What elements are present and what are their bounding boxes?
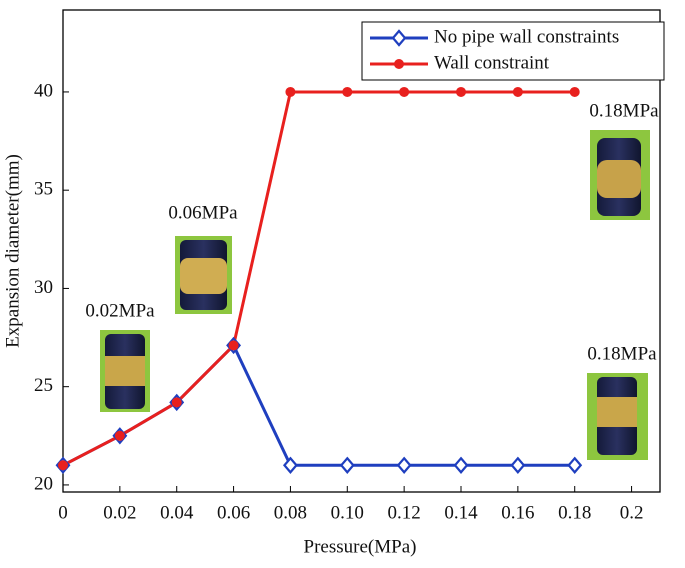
marker bbox=[282, 456, 298, 474]
marker bbox=[285, 86, 296, 97]
annotation: 0.18MPa bbox=[589, 100, 659, 121]
y-tick-label: 20 bbox=[34, 473, 53, 494]
annotation: 0.06MPa bbox=[168, 202, 238, 223]
marker bbox=[228, 340, 239, 351]
photo bbox=[590, 130, 650, 220]
x-tick-label: 0 bbox=[58, 502, 68, 523]
x-axis-label: Pressure(MPa) bbox=[304, 536, 417, 557]
y-tick-label: 25 bbox=[34, 375, 53, 396]
marker bbox=[453, 456, 469, 474]
y-tick-label: 30 bbox=[34, 277, 53, 298]
y-axis-label: Expansion diameter(mm) bbox=[2, 154, 23, 348]
legend-label: Wall constraint bbox=[434, 52, 550, 73]
x-tick-label: 0.2 bbox=[620, 502, 644, 523]
x-tick-label: 0.14 bbox=[444, 502, 478, 523]
photo bbox=[175, 236, 232, 314]
marker bbox=[510, 456, 526, 474]
marker bbox=[399, 86, 410, 97]
series-line bbox=[62, 90, 575, 467]
marker bbox=[58, 460, 68, 471]
legend-box bbox=[361, 21, 665, 81]
photo bbox=[100, 330, 150, 412]
x-tick-label: 0.18 bbox=[558, 502, 591, 523]
legend-label: No pipe wall constraints bbox=[434, 26, 619, 47]
x-tick-label: 0.16 bbox=[501, 502, 534, 523]
annotation: 0.02MPa bbox=[85, 300, 155, 321]
x-tick-label: 0.06 bbox=[217, 502, 250, 523]
marker bbox=[342, 86, 353, 97]
legend-marker bbox=[394, 59, 404, 69]
y-tick-label: 40 bbox=[34, 80, 53, 101]
marker bbox=[569, 86, 580, 97]
marker bbox=[171, 397, 182, 408]
y-tick-label: 35 bbox=[34, 179, 53, 200]
x-tick-label: 0.02 bbox=[103, 502, 136, 523]
marker bbox=[567, 456, 583, 474]
x-tick-label: 0.08 bbox=[274, 502, 307, 523]
marker bbox=[512, 86, 523, 97]
x-tick-label: 0.10 bbox=[331, 502, 364, 523]
marker bbox=[339, 456, 355, 474]
legend: No pipe wall constraints Wall constraint bbox=[361, 21, 665, 81]
marker bbox=[396, 456, 412, 474]
legend-marker bbox=[391, 29, 407, 47]
x-tick-label: 0.12 bbox=[388, 502, 421, 523]
photo bbox=[587, 373, 648, 460]
marker bbox=[456, 86, 466, 97]
plot-frame bbox=[62, 9, 661, 493]
x-tick-label: 0.04 bbox=[160, 502, 194, 523]
annotation: 0.18MPa bbox=[587, 343, 657, 364]
marker bbox=[114, 430, 125, 441]
